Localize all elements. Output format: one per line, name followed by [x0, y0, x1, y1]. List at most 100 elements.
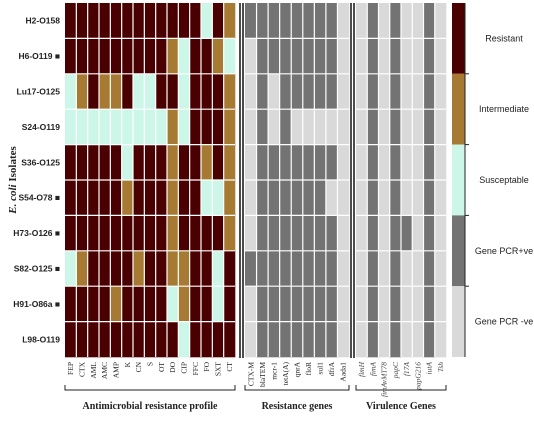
heatmap-cell — [337, 144, 350, 181]
column-label: CTX — [78, 361, 87, 377]
heatmap-cell — [155, 321, 168, 358]
heatmap-cell — [65, 3, 77, 39]
heatmap-cell — [378, 250, 391, 287]
heatmap-cell — [201, 144, 213, 181]
column-label: f17A — [402, 362, 411, 377]
heatmap-cell — [167, 38, 179, 75]
legend-swatch — [452, 73, 465, 145]
heatmap-cell — [65, 321, 77, 358]
heatmap-cell — [87, 3, 100, 39]
heatmap-cell — [434, 286, 447, 322]
heatmap-cell — [121, 321, 134, 358]
group-brackets: Antimicrobial resistance profile Resistan… — [64, 385, 447, 412]
heatmap-cell — [412, 144, 424, 181]
heatmap-cell — [76, 250, 88, 287]
legend-label: Resistant — [485, 33, 523, 43]
heatmap-cell — [212, 250, 224, 287]
heatmap-cell — [99, 180, 111, 216]
heatmap-cell — [178, 109, 190, 145]
heatmap-cell — [302, 250, 315, 287]
heatmap-cell — [65, 286, 77, 322]
heatmap-cell — [155, 180, 168, 216]
heatmap-cell — [337, 109, 350, 145]
heatmap-cell — [325, 73, 338, 110]
heatmap-cell — [302, 3, 315, 39]
heatmap-cell — [99, 38, 111, 75]
heatmap-cell — [291, 109, 304, 145]
heatmap-cell — [110, 3, 122, 39]
heatmap-cell — [291, 144, 304, 181]
legend: Resistant Intermediate Susceptable Gene PCR… — [452, 3, 533, 357]
heatmap-cell — [178, 215, 190, 252]
heatmap-cell — [291, 38, 304, 75]
column-label: OT — [157, 362, 166, 372]
heatmap-cell — [87, 73, 100, 110]
heatmap-cell — [245, 250, 257, 287]
heatmap-cell — [167, 321, 179, 358]
heatmap-cell — [434, 321, 447, 358]
heatmap-cell — [302, 38, 315, 75]
heatmap-cell — [291, 321, 304, 358]
heatmap-cell — [356, 3, 368, 39]
group-label: Antimicrobial resistance profile — [83, 401, 219, 412]
heatmap-cell — [212, 144, 224, 181]
column-label: CT — [225, 362, 234, 372]
heatmap-cell — [144, 38, 156, 75]
column-label: AMC — [100, 362, 109, 379]
heatmap-cell — [245, 109, 257, 145]
heatmap-cell — [167, 180, 179, 216]
heatmap-cell — [378, 215, 391, 252]
heatmap-cell — [325, 250, 338, 287]
heatmap-cell — [423, 180, 436, 216]
heatmap-cell — [401, 38, 413, 75]
heatmap-cell — [378, 144, 391, 181]
heatmap-cell — [389, 180, 402, 216]
heatmap-cell — [99, 286, 111, 322]
heatmap-cell — [223, 73, 236, 110]
heatmap-cell — [144, 250, 156, 287]
heatmap-cell — [223, 109, 236, 145]
heatmap-cell — [378, 3, 391, 39]
column-label: floR — [304, 362, 313, 375]
heatmap-cell — [401, 286, 413, 322]
y-axis-title-rest: Isolates — [7, 146, 19, 185]
heatmap-cell — [155, 215, 168, 252]
heatmap-cell — [401, 180, 413, 216]
heatmap-cell — [302, 73, 315, 110]
heatmap-cell — [423, 286, 436, 322]
heatmap-cell — [412, 321, 424, 358]
heatmap-cell — [201, 38, 213, 75]
heatmap-cell — [245, 38, 257, 75]
heatmap-cell — [337, 215, 350, 252]
heatmap-cell — [389, 321, 402, 358]
column-label: FEP — [66, 362, 75, 375]
heatmap-cell — [99, 250, 111, 287]
column-label: Aada1 — [339, 362, 348, 382]
heatmap-cell — [291, 73, 304, 110]
heatmap-cell — [337, 3, 350, 39]
heatmap-cell — [99, 215, 111, 252]
heatmap-cell — [412, 109, 424, 145]
heatmap-cell — [356, 144, 368, 181]
heatmap-cell — [378, 73, 391, 110]
heatmap-cell — [121, 180, 134, 216]
heatmap-cell — [268, 38, 280, 75]
heatmap-cell — [423, 321, 436, 358]
heatmap-cell — [144, 321, 156, 358]
heatmap-cell — [389, 286, 402, 322]
heatmap-cell — [378, 321, 391, 358]
heatmap-cells — [65, 3, 447, 358]
heatmap-cell — [189, 109, 202, 145]
heatmap-cell — [144, 73, 156, 110]
heatmap-cell — [367, 321, 379, 358]
column-label: papG216 — [413, 362, 422, 391]
heatmap-cell — [212, 38, 224, 75]
heatmap-cell — [99, 73, 111, 110]
row-label: S54-O78 ■ — [18, 193, 60, 203]
heatmap-cell — [223, 3, 236, 39]
heatmap-cell — [314, 144, 327, 181]
heatmap-cell — [144, 180, 156, 216]
heatmap-cell — [144, 286, 156, 322]
heatmap-cell — [110, 321, 122, 358]
heatmap-cell — [99, 3, 111, 39]
